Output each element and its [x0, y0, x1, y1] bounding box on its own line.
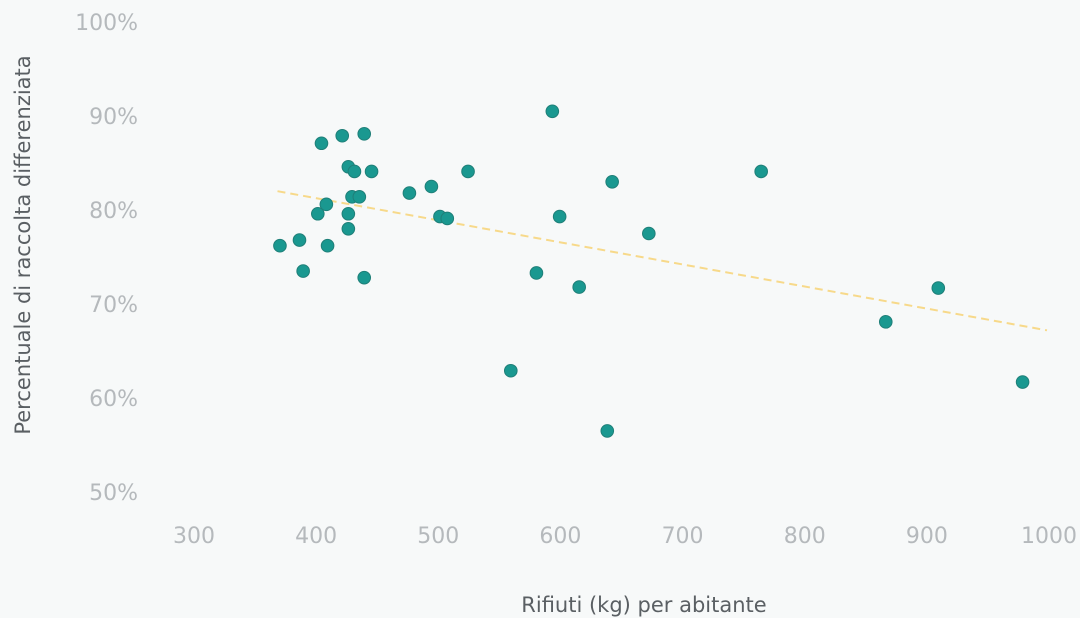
y-tick-label: 60%	[89, 387, 138, 412]
data-point	[320, 238, 335, 253]
data-point	[552, 209, 567, 224]
data-point	[292, 233, 307, 247]
data-point	[503, 363, 518, 378]
data-point	[347, 164, 362, 179]
x-tick-label: 1000	[1021, 524, 1077, 549]
data-point	[440, 211, 455, 226]
data-point	[545, 104, 560, 119]
data-point	[352, 190, 367, 204]
data-point	[357, 270, 372, 285]
data-point	[357, 127, 372, 141]
x-axis-label: Rifiuti (kg) per abitante	[521, 593, 766, 617]
data-point	[335, 128, 350, 143]
y-tick-label: 90%	[89, 105, 138, 130]
data-point	[1015, 375, 1030, 389]
data-point	[461, 164, 475, 179]
data-point	[319, 197, 334, 212]
data-point	[931, 281, 946, 295]
data-point	[572, 280, 586, 294]
data-point	[402, 186, 417, 200]
x-tick-label: 400	[295, 524, 337, 549]
trend-line	[277, 190, 1048, 332]
y-axis-label: Percentuale di raccolta differenziata	[11, 55, 35, 434]
data-point	[341, 222, 356, 236]
data-point	[878, 315, 893, 329]
x-tick-label: 300	[173, 524, 215, 549]
y-axis-ticks: 50% 60% 70% 80% 90% 100%	[75, 11, 138, 506]
x-tick-label: 500	[417, 524, 459, 549]
y-tick-label: 100%	[75, 11, 138, 36]
data-point	[642, 226, 656, 241]
y-tick-label: 50%	[89, 481, 138, 506]
x-axis-ticks: 300 400 500 600 700 800 900 1000	[173, 524, 1077, 549]
data-points	[273, 104, 1030, 438]
x-tick-label: 800	[784, 524, 826, 549]
data-point	[600, 424, 615, 438]
data-point	[273, 238, 287, 253]
x-tick-label: 700	[662, 524, 704, 549]
data-point	[605, 175, 619, 189]
data-point	[364, 164, 379, 179]
data-point	[296, 264, 310, 278]
data-point	[424, 179, 439, 194]
data-point	[311, 206, 325, 221]
x-tick-label: 900	[906, 524, 948, 549]
data-point	[529, 266, 544, 280]
y-tick-label: 70%	[89, 293, 138, 318]
y-tick-label: 80%	[89, 199, 138, 224]
data-point	[341, 206, 356, 221]
x-tick-label: 600	[539, 524, 581, 549]
data-point	[754, 164, 768, 179]
data-point	[314, 136, 329, 151]
